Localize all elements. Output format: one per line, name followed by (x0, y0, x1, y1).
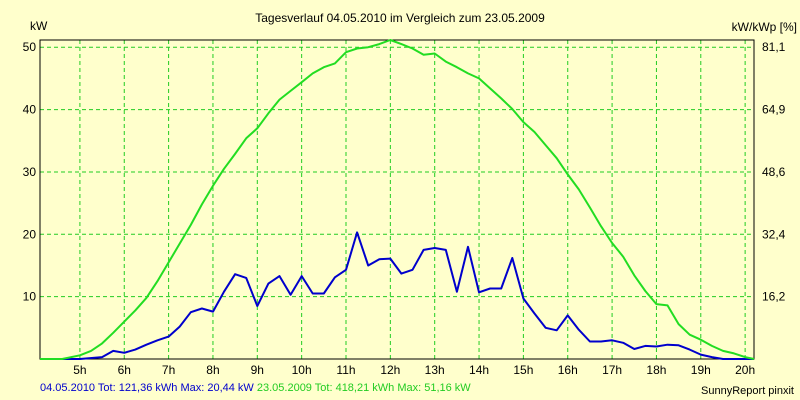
x-tick-label: 10h (292, 363, 312, 377)
footer-series1-text: 04.05.2010 Tot: 121,36 kWh Max: 20,44 kW (40, 382, 254, 394)
y-tick-label-right: 48,6 (762, 165, 786, 179)
x-tick-label: 19h (691, 363, 711, 377)
y-tick-label-left: 30 (23, 165, 37, 179)
footer-series2-text: 23.05.2009 Tot: 418,21 kWh Max: 51,16 kW (256, 382, 471, 394)
y-tick-label-left: 10 (23, 290, 37, 304)
y-tick-label-right: 81,1 (762, 40, 786, 54)
y-axis-label-right: kW/kWp [%] (732, 20, 797, 34)
x-tick-label: 20h (735, 363, 755, 377)
plot-area (40, 40, 754, 359)
x-tick-label: 14h (469, 363, 489, 377)
x-tick-label: 8h (206, 363, 219, 377)
x-tick-label: 5h (73, 363, 86, 377)
x-tick-label: 6h (118, 363, 131, 377)
y-tick-label-left: 40 (23, 103, 37, 117)
x-tick-label: 15h (513, 363, 533, 377)
x-tick-label: 12h (380, 363, 400, 377)
x-tick-label: 17h (602, 363, 622, 377)
x-tick-label: 9h (251, 363, 264, 377)
footer-credit: SunnyReport pinxit (701, 385, 794, 397)
y-tick-label-left: 50 (23, 40, 37, 54)
x-tick-label: 7h (162, 363, 175, 377)
y-tick-label-right: 64,9 (762, 103, 786, 117)
series-line-2 (40, 39, 755, 360)
y-axis-label-left: kW (30, 19, 48, 33)
plot-frame (39, 39, 755, 360)
footer-summary: 04.05.2010 Tot: 121,36 kWh Max: 20,44 kW… (40, 382, 471, 394)
x-tick-label: 11h (336, 363, 355, 377)
series-line-1 (40, 231, 754, 360)
chart-title: Tagesverlauf 04.05.2010 im Vergleich zum… (255, 11, 545, 25)
x-tick-label: 16h (558, 363, 578, 377)
x-tick-label: 18h (646, 363, 666, 377)
x-tick-label: 13h (425, 363, 445, 377)
y-tick-label-right: 32,4 (762, 227, 786, 241)
y-tick-label-right: 16,2 (762, 290, 786, 304)
y-tick-label-left: 20 (23, 227, 37, 241)
